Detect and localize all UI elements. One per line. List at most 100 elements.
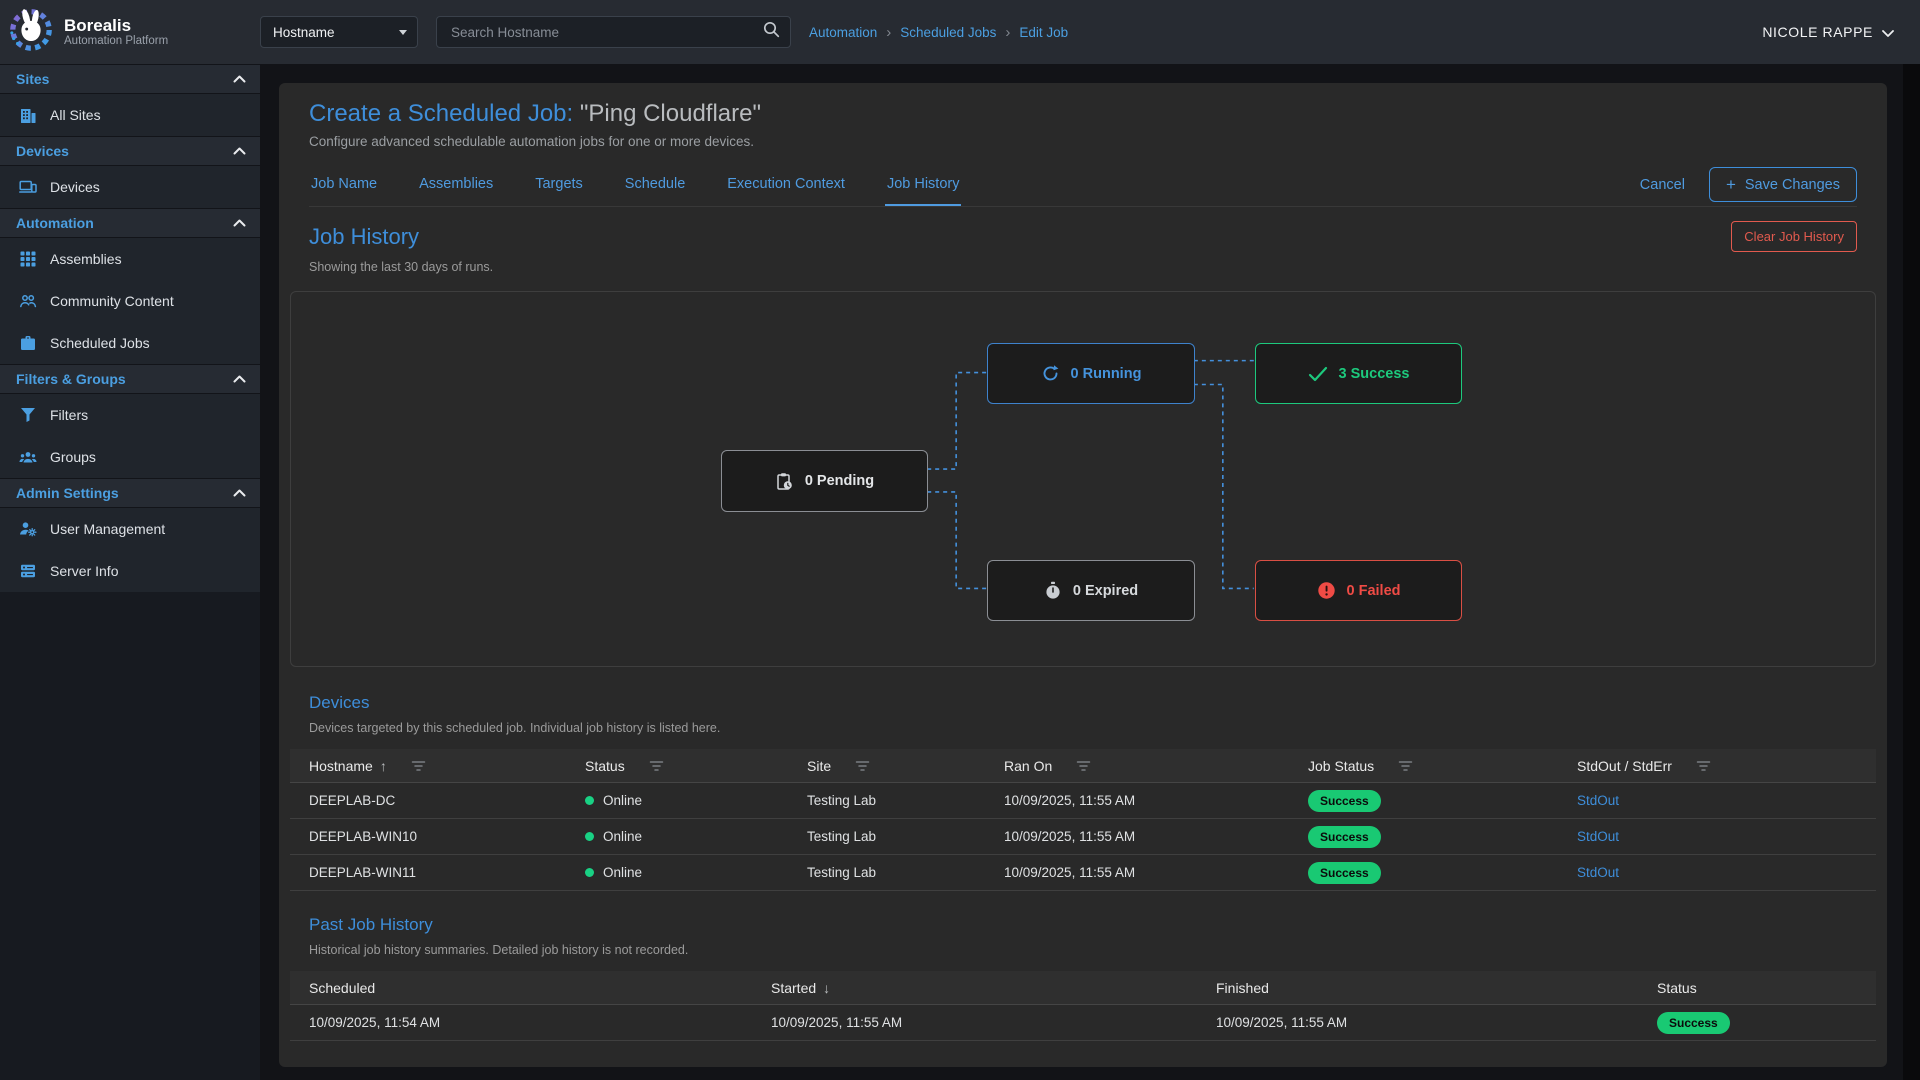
sidebar-item-community-content[interactable]: Community Content <box>0 280 260 322</box>
sidebar-section-filters-groups[interactable]: Filters & Groups <box>0 364 260 394</box>
breadcrumb-edit-job[interactable]: Edit Job <box>1019 24 1069 40</box>
device-ran-on: 10/09/2025, 11:55 AM <box>1004 793 1136 808</box>
device-hostname: DEEPLAB-WIN11 <box>309 865 417 880</box>
device-ran-on: 10/09/2025, 11:55 AM <box>1004 829 1136 844</box>
col-started[interactable]: Started <box>771 979 817 996</box>
filter-icon[interactable] <box>411 760 426 772</box>
chevron-up-icon <box>233 219 246 227</box>
flow-node-failed[interactable]: 0 Failed <box>1255 560 1462 621</box>
flow-node-expired[interactable]: 0 Expired <box>987 560 1195 621</box>
user-gear-icon <box>20 522 37 537</box>
past-job-history-table: Scheduled Started ↓ Finished Status 10/0… <box>290 971 1876 1041</box>
stdout-link[interactable]: StdOut <box>1577 793 1620 808</box>
col-status[interactable]: Status <box>585 757 625 774</box>
page-subtitle: Configure advanced schedulable automatio… <box>309 134 755 149</box>
page-title-prefix: Create a Scheduled Job: <box>309 100 574 127</box>
filter-icon[interactable] <box>1076 760 1091 772</box>
flow-node-success[interactable]: 3 Success <box>1255 343 1462 404</box>
device-status: Online <box>603 865 643 880</box>
chevron-up-icon <box>233 375 246 383</box>
past-history-row[interactable]: 10/09/2025, 11:54 AM 10/09/2025, 11:55 A… <box>290 1005 1876 1041</box>
devices-icon <box>19 180 37 193</box>
breadcrumb-scheduled-jobs[interactable]: Scheduled Jobs <box>900 24 997 40</box>
col-status[interactable]: Status <box>1657 979 1697 996</box>
chevron-up-icon <box>233 147 246 155</box>
tab-job-history[interactable]: Job History <box>884 163 962 206</box>
flow-node-pending[interactable]: 0 Pending <box>721 450 928 512</box>
search-icon <box>763 21 780 43</box>
clipboard-clock-icon <box>777 472 792 490</box>
hostname-select[interactable]: Hostname <box>260 16 418 48</box>
flow-node-running[interactable]: 0 Running <box>987 343 1195 404</box>
sidebar-item-assemblies[interactable]: Assemblies <box>0 238 260 280</box>
sidebar-item-server-info[interactable]: Server Info <box>0 550 260 592</box>
device-row[interactable]: DEEPLAB-DC Online Testing Lab 10/09/2025… <box>290 783 1876 819</box>
device-row[interactable]: DEEPLAB-WIN10 Online Testing Lab 10/09/2… <box>290 819 1876 855</box>
filter-icon[interactable] <box>649 760 664 772</box>
user-name: NICOLE RAPPE <box>1762 24 1873 40</box>
job-status-flow-diagram: 0 Pending 0 Running 3 Success 0 Expired … <box>290 291 1876 667</box>
tab-job-name[interactable]: Job Name <box>311 175 378 192</box>
chevron-down-icon <box>1882 24 1894 40</box>
cancel-button[interactable]: Cancel <box>1639 176 1685 193</box>
sidebar-item-filters[interactable]: Filters <box>0 394 260 436</box>
col-scheduled[interactable]: Scheduled <box>309 979 376 996</box>
refresh-icon <box>1043 365 1058 381</box>
tab-targets[interactable]: Targets <box>535 175 583 192</box>
past-status-badge: Success <box>1657 1011 1730 1034</box>
server-icon <box>21 564 35 578</box>
filter-icon[interactable] <box>1398 760 1413 772</box>
scrollbar-track[interactable] <box>1903 64 1920 1080</box>
past-history-table-header: Scheduled Started ↓ Finished Status <box>290 971 1876 1005</box>
job-status-badge: Success <box>1308 861 1381 884</box>
top-bar: Borealis Automation Platform Hostname Au… <box>0 0 1920 64</box>
plus-icon: + <box>1725 175 1736 194</box>
sidebar-item-groups[interactable]: Groups <box>0 436 260 478</box>
search-box[interactable] <box>436 16 791 48</box>
breadcrumb-separator-icon: › <box>886 23 892 41</box>
filter-icon[interactable] <box>855 760 870 772</box>
col-job-status[interactable]: Job Status <box>1308 757 1375 774</box>
tab-schedule[interactable]: Schedule <box>624 175 686 192</box>
col-site[interactable]: Site <box>807 757 832 774</box>
sidebar-section-automation[interactable]: Automation <box>0 208 260 238</box>
hostname-select-value: Hostname <box>273 24 335 40</box>
device-row[interactable]: DEEPLAB-WIN11 Online Testing Lab 10/09/2… <box>290 855 1876 891</box>
col-hostname[interactable]: Hostname <box>309 757 373 774</box>
tab-execution-context[interactable]: Execution Context <box>727 175 845 192</box>
sort-descending-icon[interactable]: ↓ <box>823 979 831 996</box>
stopwatch-icon <box>1046 581 1060 599</box>
sidebar-item-user-management[interactable]: User Management <box>0 508 260 550</box>
sidebar-item-devices[interactable]: Devices <box>0 166 260 208</box>
sort-ascending-icon[interactable]: ↑ <box>379 757 387 774</box>
sidebar-section-devices[interactable]: Devices <box>0 136 260 166</box>
save-changes-button[interactable]: + Save Changes <box>1708 167 1857 202</box>
chevron-up-icon <box>233 75 246 83</box>
search-input[interactable] <box>449 23 763 41</box>
chevron-up-icon <box>233 489 246 497</box>
stdout-link[interactable]: StdOut <box>1577 829 1620 844</box>
breadcrumb: Automation › Scheduled Jobs › Edit Job <box>809 24 1068 41</box>
device-site: Testing Lab <box>807 865 877 880</box>
tab-assemblies[interactable]: Assemblies <box>419 175 494 192</box>
page-title: Create a Scheduled Job: "Ping Cloudflare… <box>309 99 1857 128</box>
brand: Borealis Automation Platform <box>0 7 260 58</box>
col-finished[interactable]: Finished <box>1216 979 1269 996</box>
breadcrumb-automation[interactable]: Automation <box>809 24 878 40</box>
device-site: Testing Lab <box>807 829 877 844</box>
job-status-badge: Success <box>1308 789 1381 812</box>
stdout-link[interactable]: StdOut <box>1577 865 1620 880</box>
col-ran-on[interactable]: Ran On <box>1004 757 1053 774</box>
clear-job-history-button[interactable]: Clear Job History <box>1731 221 1857 252</box>
sidebar-section-sites[interactable]: Sites <box>0 64 260 94</box>
tab-bar: Job Name Assemblies Targets Schedule Exe… <box>309 163 1857 207</box>
filter-icon[interactable] <box>1696 760 1711 772</box>
col-stdout-stderr[interactable]: StdOut / StdErr <box>1577 757 1672 774</box>
sidebar-section-admin-settings[interactable]: Admin Settings <box>0 478 260 508</box>
online-status-icon <box>585 832 594 841</box>
borealis-rabbit-logo-icon <box>8 7 54 58</box>
community-icon <box>20 295 37 308</box>
sidebar-item-scheduled-jobs[interactable]: Scheduled Jobs <box>0 322 260 364</box>
user-menu[interactable]: NICOLE RAPPE <box>1762 24 1894 40</box>
sidebar-item-all-sites[interactable]: All Sites <box>0 94 260 136</box>
